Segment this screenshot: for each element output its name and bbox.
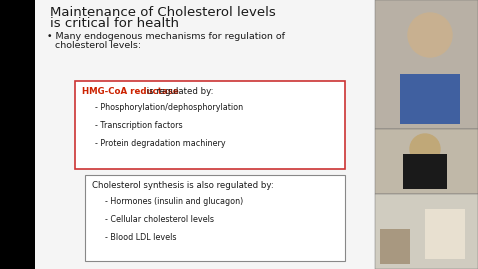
- Circle shape: [408, 13, 452, 57]
- Text: cholesterol levels:: cholesterol levels:: [55, 41, 141, 50]
- FancyBboxPatch shape: [380, 229, 410, 264]
- Text: Cholesterol synthesis is also regulated by:: Cholesterol synthesis is also regulated …: [92, 181, 274, 190]
- Text: - Cellular cholesterol levels: - Cellular cholesterol levels: [105, 215, 214, 224]
- Text: HMG-CoA reductase: HMG-CoA reductase: [82, 87, 179, 96]
- FancyBboxPatch shape: [75, 81, 345, 169]
- FancyBboxPatch shape: [375, 0, 478, 129]
- Text: - Protein degradation machinery: - Protein degradation machinery: [95, 139, 226, 148]
- FancyBboxPatch shape: [35, 0, 375, 269]
- FancyBboxPatch shape: [403, 154, 447, 189]
- FancyBboxPatch shape: [375, 0, 478, 269]
- Circle shape: [410, 134, 440, 164]
- FancyBboxPatch shape: [85, 175, 345, 261]
- Text: Maintenance of Cholesterol levels: Maintenance of Cholesterol levels: [50, 6, 276, 19]
- FancyBboxPatch shape: [0, 0, 35, 269]
- Text: - Phosphorylation/dephosphorylation: - Phosphorylation/dephosphorylation: [95, 103, 243, 112]
- FancyBboxPatch shape: [400, 74, 460, 124]
- Text: - Hormones (insulin and glucagon): - Hormones (insulin and glucagon): [105, 197, 243, 206]
- FancyBboxPatch shape: [375, 194, 478, 269]
- Text: is regulated by:: is regulated by:: [144, 87, 214, 96]
- Text: is critical for health: is critical for health: [50, 17, 179, 30]
- FancyBboxPatch shape: [375, 129, 478, 194]
- Text: • Many endogenous mechanisms for regulation of: • Many endogenous mechanisms for regulat…: [47, 32, 285, 41]
- FancyBboxPatch shape: [425, 209, 465, 259]
- Text: - Transcription factors: - Transcription factors: [95, 121, 183, 130]
- Text: - Blood LDL levels: - Blood LDL levels: [105, 233, 176, 242]
